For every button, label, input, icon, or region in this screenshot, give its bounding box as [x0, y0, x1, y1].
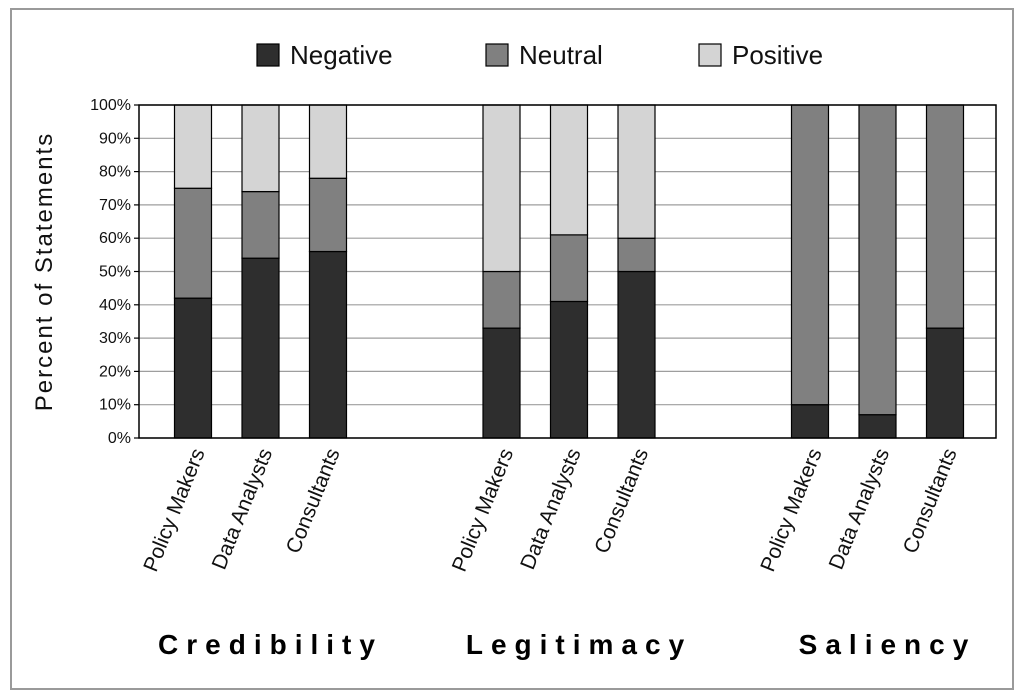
- bar-segment-neutral: [925, 104, 965, 329]
- y-axis-label: Percent of Statements: [31, 132, 58, 411]
- group-label: Legitimacy: [466, 629, 692, 660]
- y-tick-label: 60%: [99, 230, 131, 247]
- category-label: Data Analysts: [825, 445, 894, 573]
- bar-segment-negative: [173, 297, 213, 439]
- bar-segment-neutral: [482, 270, 521, 329]
- category-label: Policy Makers: [139, 445, 209, 575]
- group-labels: Credibility Legitimacy Saliency: [158, 629, 977, 660]
- y-tick-label: 30%: [99, 330, 131, 347]
- legend: Negative Neutral Positive: [256, 40, 823, 70]
- bar-segment-positive: [617, 104, 656, 239]
- category-label: Policy Makers: [756, 445, 826, 575]
- category-label: Consultants: [899, 445, 962, 556]
- y-tick-label: 0%: [108, 430, 131, 447]
- y-tick-label: 90%: [99, 130, 131, 147]
- y-tick-label: 10%: [99, 397, 131, 414]
- bar-segment-negative: [617, 270, 656, 439]
- category-label: Data Analysts: [516, 445, 585, 573]
- group-label: Saliency: [799, 629, 977, 660]
- y-tick-label: 80%: [99, 164, 131, 181]
- legend-swatch: [698, 43, 722, 67]
- y-tick-label: 70%: [99, 197, 131, 214]
- bars: [173, 104, 965, 439]
- legend-swatch: [485, 43, 509, 67]
- bar-segment-neutral: [790, 104, 830, 406]
- bar-segment-positive: [173, 104, 213, 189]
- bar-segment-negative: [241, 257, 280, 439]
- bar-segment-neutral: [173, 187, 213, 299]
- bar-segment-neutral: [241, 190, 280, 259]
- bar-segment-neutral: [858, 104, 897, 416]
- bar-segment-neutral: [617, 237, 656, 273]
- category-label: Data Analysts: [208, 445, 277, 573]
- group-label: Credibility: [158, 629, 383, 660]
- bar-segment-neutral: [308, 177, 348, 253]
- y-tick-label: 50%: [99, 264, 131, 281]
- bar-segment-negative: [925, 327, 965, 439]
- bar-segment-negative: [858, 414, 897, 439]
- legend-swatch: [256, 43, 280, 67]
- bar-segment-positive: [241, 104, 280, 193]
- bar-segment-neutral: [549, 234, 589, 303]
- y-tick-label: 40%: [99, 297, 131, 314]
- legend-label: Neutral: [519, 40, 603, 70]
- category-label: Policy Makers: [448, 445, 518, 575]
- y-tick-label: 20%: [99, 363, 131, 380]
- bar-segment-negative: [549, 300, 589, 439]
- legend-label: Positive: [732, 40, 823, 70]
- bar-segment-positive: [308, 104, 348, 179]
- legend-label: Negative: [290, 40, 393, 70]
- y-axis-ticks: 0% 10% 20% 30% 40% 50% 60% 70% 80% 90% 100%: [90, 97, 139, 447]
- category-label: Consultants: [282, 445, 345, 556]
- bar-segment-negative: [482, 327, 521, 439]
- bar-segment-negative: [790, 404, 830, 439]
- y-tick-label: 100%: [90, 97, 131, 114]
- bar-segment-positive: [482, 104, 521, 273]
- bar-segment-positive: [549, 104, 589, 236]
- category-label: Consultants: [590, 445, 653, 556]
- bar-segment-negative: [308, 250, 348, 439]
